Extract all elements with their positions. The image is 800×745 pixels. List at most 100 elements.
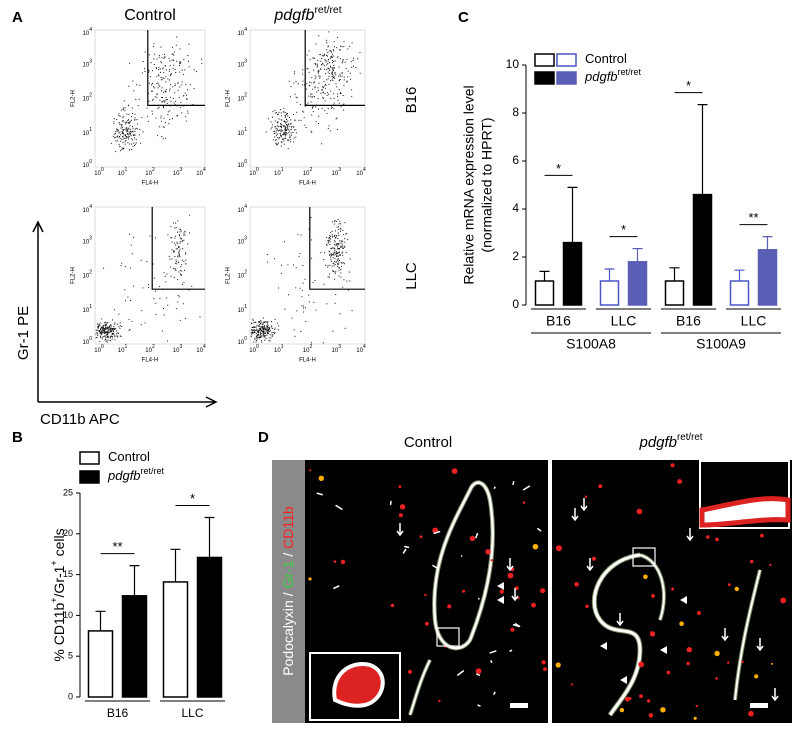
cytometry-dot: [179, 248, 181, 250]
cytometry-dot: [340, 272, 342, 274]
panel-letter: D: [258, 429, 269, 446]
cytometry-dot: [263, 333, 265, 335]
cytometry-dot: [281, 264, 282, 266]
cytometry-dot: [127, 105, 129, 107]
cytometry-dot: [336, 258, 338, 260]
cytometry-dot: [327, 60, 329, 62]
cytometry-dot: [337, 238, 339, 239]
cytometry-dot: [104, 328, 106, 330]
cytometry-dot: [324, 100, 326, 102]
cytometry-dot: [97, 334, 99, 336]
cytometry-dot: [269, 340, 271, 342]
cytometry-dot: [302, 69, 304, 71]
cytometry-dot: [336, 244, 338, 246]
cytometry-dot: [181, 81, 183, 83]
text-part: 10: [83, 130, 90, 136]
cytometry-dot: [280, 127, 282, 128]
cytometry-dot: [332, 80, 334, 81]
cytometry-dot: [280, 134, 282, 136]
cytometry-dot: [263, 326, 265, 328]
cytometry-dot: [188, 60, 189, 62]
cytometry-dot: [278, 118, 280, 120]
cytometry-dot: [296, 310, 298, 312]
cytometry-dot: [157, 82, 159, 84]
cytometry-dot: [334, 72, 336, 73]
stain-spot: [555, 545, 562, 552]
cytometry-dot: [259, 336, 260, 338]
text-part: 10: [94, 171, 101, 177]
cytometry-dot: [280, 128, 282, 130]
cytometry-dot: [258, 330, 260, 332]
cytometry-dot: [121, 147, 123, 149]
cytometry-dot: [323, 87, 324, 89]
cytometry-dot: [169, 118, 171, 120]
cytometry-dot: [285, 122, 287, 124]
cytometry-dot: [338, 248, 340, 250]
cytometry-dot: [271, 321, 273, 322]
cytometry-dot: [128, 113, 130, 115]
cytometry-dot: [168, 123, 170, 125]
cytometry-dot: [333, 93, 335, 95]
cytometry-dot: [312, 88, 314, 90]
cytometry-dot: [113, 332, 115, 334]
cytometry-dot: [284, 115, 286, 117]
cytometry-dot: [156, 67, 157, 69]
cytometry-dot: [276, 128, 278, 130]
cytometry-dot: [338, 261, 340, 263]
cytometry-dot: [177, 256, 179, 258]
cytometry-dot: [343, 109, 345, 111]
cytometry-dot: [96, 336, 98, 338]
cytometry-dot: [186, 98, 188, 100]
cytometry-dot: [168, 255, 170, 257]
cytometry-dot: [158, 69, 160, 71]
cytometry-dot: [110, 324, 112, 326]
cytometry-dot: [184, 253, 186, 255]
cytometry-dot: [252, 332, 253, 334]
cytometry-dot: [129, 143, 131, 145]
gate: [304, 30, 365, 106]
cytometry-dot: [124, 143, 126, 145]
cytometry-dot: [174, 256, 176, 258]
cytometry-dot: [160, 71, 161, 73]
cytometry-dot: [177, 231, 178, 233]
text-part: 10: [332, 348, 339, 354]
vessel: [409, 659, 431, 716]
cytometry-dot: [169, 258, 171, 260]
text-part: Control: [404, 434, 452, 451]
cytometry-dot: [285, 138, 287, 139]
superscript: 4: [363, 167, 366, 173]
cytometry-dot: [329, 68, 331, 70]
text-part: 10: [83, 163, 90, 169]
cytometry-dot: [284, 137, 286, 139]
x-tick-label: B16: [676, 313, 701, 329]
cytometry-dot: [256, 338, 258, 340]
cytometry-dot: [330, 90, 332, 92]
cytometry-dot: [122, 148, 124, 150]
cytometry-dot: [263, 332, 265, 334]
cytometry-dot: [311, 77, 313, 79]
cytometry-dot: [314, 75, 316, 77]
text-part: pdgfb: [638, 434, 677, 451]
cytometry-dot: [329, 234, 331, 236]
cytometry-dot: [333, 76, 335, 78]
cytometry-dot: [290, 123, 292, 125]
cytometry-dot: [326, 244, 328, 246]
cytometry-dot: [320, 89, 322, 91]
cytometry-dot: [333, 263, 335, 265]
cytometry-dot: [174, 69, 176, 71]
cytometry-dot: [109, 330, 111, 332]
cytometry-dot: [156, 75, 158, 77]
cytometry-dot: [114, 133, 116, 135]
cytometry-dot: [155, 314, 157, 316]
cytometry-dot: [328, 31, 330, 33]
cytometry-dot: [266, 329, 268, 331]
text-part: 10: [238, 208, 245, 214]
cytometry-dot: [334, 240, 336, 242]
cytometry-dot: [263, 328, 265, 330]
cytometry-dot: [332, 330, 334, 332]
cytometry-dot: [161, 57, 163, 59]
arrow-annotation: [571, 508, 579, 522]
cytometry-dot: [131, 131, 133, 132]
cytometry-dot: [166, 273, 168, 275]
cytometry-dot: [134, 145, 135, 146]
